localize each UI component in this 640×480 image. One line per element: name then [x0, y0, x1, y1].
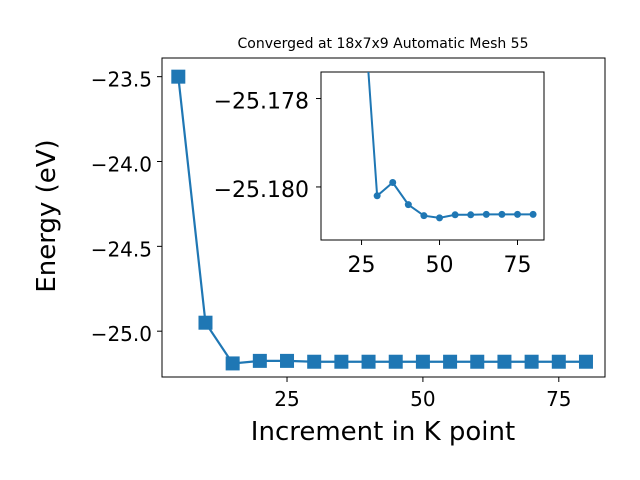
inset-x-tick-label: 25 — [348, 253, 376, 278]
chart-title: Converged at 18x7x9 Automatic Mesh 55 — [238, 36, 529, 52]
main-data-point — [551, 354, 566, 369]
main-series — [177, 76, 586, 365]
main-data-point — [252, 353, 267, 368]
inset-data-point — [420, 212, 428, 220]
main-data-point — [415, 354, 430, 369]
main-data-point — [280, 353, 295, 368]
main-series-line — [177, 76, 586, 365]
main-data-point — [497, 354, 512, 369]
inset-y-tick-label: −25.178 — [214, 90, 309, 115]
main-data-point — [334, 354, 349, 369]
main-y-tick-label: −24.5 — [91, 237, 152, 261]
main-x-tick-label: 25 — [274, 387, 299, 411]
inset-data-point — [389, 179, 397, 187]
main-data-point — [578, 354, 593, 369]
inset-data-point — [529, 210, 537, 218]
inset-data-point — [513, 210, 521, 218]
main-data-point — [524, 354, 539, 369]
main-x-tick-label: 50 — [410, 387, 435, 411]
inset-plot: 25 50 75 −25.180 −25.178 — [214, 71, 545, 278]
main-data-point — [443, 354, 458, 369]
main-data-point — [470, 354, 485, 369]
inset-x-tick-label: 75 — [503, 253, 531, 278]
main-data-point — [198, 315, 213, 330]
main-data-point — [307, 354, 322, 369]
main-plot: 25 50 75 −25.0 −24.5 −24.0 −23.5 — [91, 57, 606, 411]
inset-series — [367, 72, 537, 222]
main-data-point — [388, 354, 403, 369]
inset-data-point — [436, 214, 444, 222]
x-axis-label: Increment in K point — [251, 417, 515, 447]
main-y-tick-label: −25.0 — [91, 322, 152, 346]
main-data-point — [225, 356, 240, 371]
inset-y-tick-label: −25.180 — [214, 178, 309, 203]
inset-data-point — [482, 210, 490, 218]
inset-frame — [320, 71, 545, 241]
inset-data-point — [404, 201, 412, 209]
y-axis-label: Energy (eV) — [32, 139, 62, 292]
inset-data-point — [373, 192, 381, 200]
main-data-point — [171, 69, 186, 84]
main-x-tick-label: 75 — [546, 387, 571, 411]
inset-data-point — [498, 210, 506, 218]
inset-background — [321, 72, 544, 240]
inset-x-tick-label: 50 — [426, 253, 454, 278]
main-y-tick-label: −24.0 — [91, 153, 152, 177]
main-frame — [161, 57, 606, 378]
main-y-tick-label: −23.5 — [91, 68, 152, 92]
inset-data-point — [467, 211, 475, 219]
inset-data-point — [451, 211, 459, 219]
main-data-point — [361, 354, 376, 369]
